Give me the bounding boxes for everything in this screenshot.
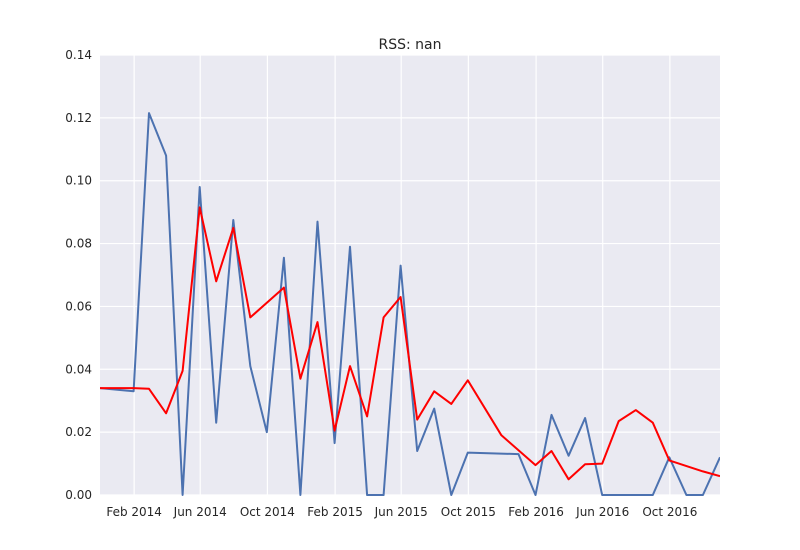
x-tick-label: Jun 2015 [374, 505, 428, 519]
x-tick-label: Jun 2016 [575, 505, 629, 519]
y-axis: 0.00 0.02 0.04 0.06 0.08 0.10 0.12 0.14 [65, 48, 92, 502]
y-tick-label: 0.14 [65, 48, 92, 62]
series-line-2 [100, 206, 720, 481]
x-tick-label: Feb 2016 [508, 505, 564, 519]
y-tick-label: 0.12 [65, 111, 92, 125]
x-axis: Feb 2014 Jun 2014 Oct 2014 Feb 2015 Jun 2015… [106, 505, 697, 519]
series-line-1 [100, 112, 720, 496]
x-tick-label: Jun 2014 [173, 505, 227, 519]
y-tick-label: 0.10 [65, 174, 92, 188]
x-tick-label: Feb 2015 [307, 505, 363, 519]
y-tick-label: 0.04 [65, 362, 92, 376]
x-tick-label: Feb 2014 [106, 505, 162, 519]
y-tick-label: 0.08 [65, 237, 92, 251]
series-layer [100, 112, 720, 496]
y-tick-label: 0.02 [65, 425, 92, 439]
y-tick-label: 0.00 [65, 488, 92, 502]
x-tick-label: Oct 2016 [642, 505, 697, 519]
x-tick-label: Oct 2015 [441, 505, 496, 519]
x-tick-label: Oct 2014 [240, 505, 295, 519]
y-tick-label: 0.06 [65, 299, 92, 313]
plot-area [100, 55, 720, 495]
chart-title: RSS: nan [379, 37, 442, 53]
